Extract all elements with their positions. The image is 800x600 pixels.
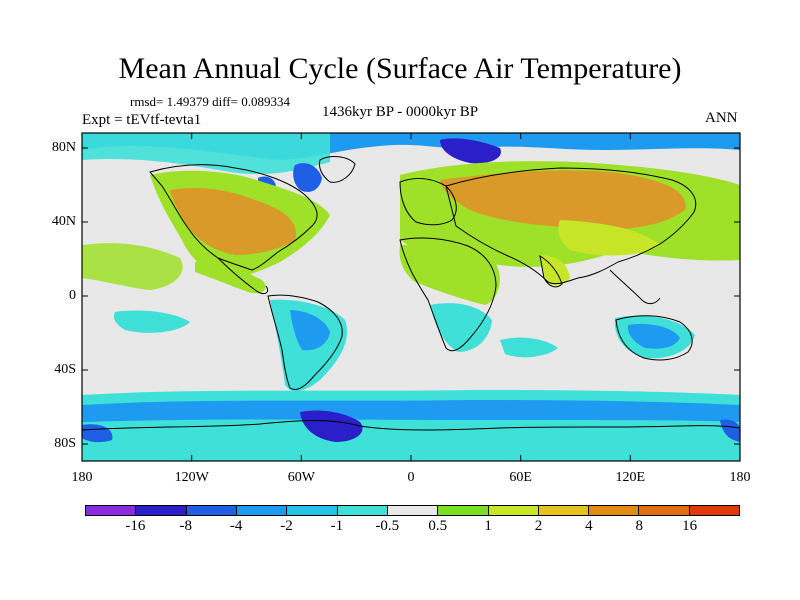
colorbar-label: -4 — [229, 518, 243, 534]
pacific-cool-patch — [113, 310, 190, 333]
colorbar-segment — [287, 506, 338, 515]
greenland-cold-region — [440, 138, 501, 164]
chart-title: Mean Annual Cycle (Surface Air Temperatu… — [118, 52, 682, 85]
lon-label-60e: 60E — [509, 470, 532, 485]
lon-label-120e: 120E — [615, 470, 646, 485]
coastline-antarctica — [81, 420, 741, 431]
colorbar-segment — [236, 506, 288, 515]
colorbar-segment — [639, 506, 690, 515]
colorbar-segment — [689, 506, 740, 515]
central-america-warm-region — [195, 262, 266, 294]
colorbar-label: -0.5 — [375, 518, 400, 534]
colorbar — [85, 505, 740, 516]
tick-marks — [81, 133, 741, 461]
experiment-label: Expt = tEVtf-tevta1 — [82, 112, 202, 128]
coastline-india — [539, 255, 563, 288]
lon-label-180-west: 180 — [71, 470, 93, 485]
colorbar-segment — [136, 506, 187, 515]
africa-warm-region — [399, 245, 500, 305]
colorbar-segment — [337, 506, 388, 515]
indian-ocean-cool-patch — [500, 337, 558, 358]
colorbar-label: 4 — [585, 518, 593, 534]
coastline-australia — [615, 315, 693, 361]
period-label: 1436kyr BP - 0000kyr BP — [322, 104, 479, 120]
africa-south-cool-region — [430, 303, 492, 352]
baffin-cold-region — [293, 163, 322, 192]
eurasia-hot-region — [440, 170, 686, 230]
colorbar-segment — [438, 506, 489, 515]
lat-label-0: 0 — [69, 288, 76, 303]
lat-label-80n: 80N — [51, 140, 76, 155]
colorbar-segment — [589, 506, 640, 515]
lat-label-40s: 40S — [54, 362, 76, 377]
coastlines — [81, 156, 741, 431]
coastline-asia — [445, 167, 697, 285]
lon-label-60w: 60W — [287, 470, 315, 485]
lon-label-0: 0 — [407, 470, 415, 485]
lat-label-80s: 80S — [54, 436, 76, 451]
colorbar-label: 2 — [534, 518, 543, 534]
arctic-light-cool-region — [82, 133, 330, 175]
colorbar-label: 1 — [484, 518, 492, 534]
colorbar-segment — [488, 506, 539, 515]
colorbar-label: -2 — [280, 518, 293, 534]
coastline-north-america — [149, 164, 318, 271]
colorbar-label: -8 — [179, 518, 193, 534]
stats-label: rmsd= 1.49379 diff= 0.089334 — [130, 94, 290, 109]
coastline-central-america — [217, 257, 269, 295]
coastline-south-america — [267, 294, 343, 390]
north-pacific-warm-band — [82, 243, 183, 290]
colorbar-segment — [387, 506, 439, 515]
colorbar-segment — [186, 506, 237, 515]
lon-label-120w: 120W — [174, 470, 209, 485]
season-label: ANN — [705, 110, 738, 126]
asia-yellow-region — [558, 220, 660, 256]
colorbar-label: 0.5 — [428, 518, 448, 534]
antarctic-cold-region — [300, 410, 363, 442]
colorbar-label: 16 — [682, 518, 698, 534]
antarctic-cold-region-far-east — [720, 419, 740, 442]
colorbar-label: 8 — [635, 518, 643, 534]
coastline-africa — [399, 237, 497, 352]
coastline-europe — [399, 178, 457, 226]
coastline-southeast-asia — [609, 269, 661, 305]
colorbar-segment — [538, 506, 590, 515]
south-america-inner-cool-region — [290, 310, 330, 351]
coastline-greenland — [319, 156, 356, 183]
north-america-hot-region — [170, 188, 296, 255]
antarctic-light-cool — [82, 419, 740, 461]
australia-inner-cool-region — [627, 324, 680, 349]
colorbar-label: -16 — [125, 518, 146, 534]
lat-label-40n: 40N — [51, 214, 76, 229]
colorbar-segment — [86, 506, 137, 515]
colorbar-label: -1 — [330, 518, 344, 534]
lon-label-180-east: 180 — [729, 470, 751, 485]
